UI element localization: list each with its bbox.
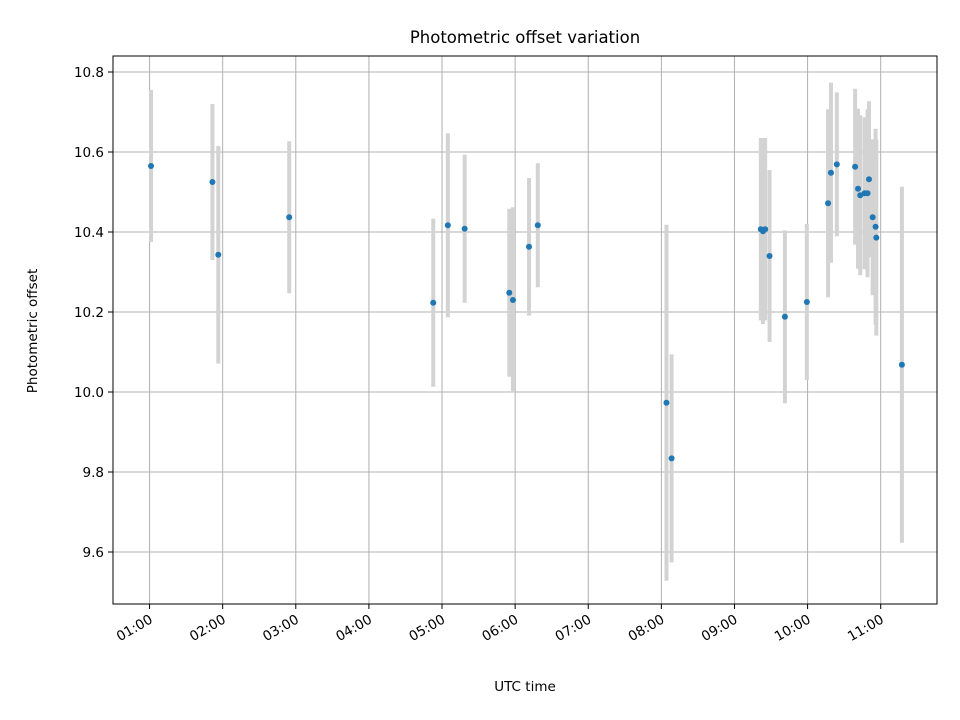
x-axis-label: UTC time	[494, 679, 556, 695]
data-point	[430, 299, 437, 306]
data-point	[873, 234, 880, 241]
data-point	[526, 243, 533, 250]
y-axis-ticks: 9.6 9.8 10.0 10.2 10.4 10.6 10.8	[74, 65, 113, 561]
y-tick-label: 9.8	[83, 465, 104, 481]
data-point	[215, 251, 222, 258]
chart-title: Photometric offset variation	[410, 28, 640, 47]
data-point	[825, 200, 832, 207]
y-tick-label: 10.0	[74, 385, 104, 401]
data-point	[668, 455, 675, 462]
y-tick-label: 10.2	[74, 305, 104, 321]
data-point	[872, 223, 879, 230]
data-point	[209, 179, 216, 185]
data-point	[781, 313, 788, 320]
data-point	[509, 297, 516, 303]
data-point	[869, 214, 876, 221]
data-point	[864, 190, 871, 197]
grid	[113, 56, 937, 604]
y-tick-label: 10.6	[74, 145, 104, 161]
data-point	[534, 222, 541, 229]
data-point	[827, 169, 834, 176]
data-point	[898, 361, 905, 368]
data-point	[506, 289, 513, 296]
data-point	[444, 222, 451, 229]
data-point	[663, 399, 670, 406]
data-point	[852, 163, 859, 170]
y-tick-label: 10.4	[74, 225, 104, 241]
y-axis-label: Photometric offset	[25, 269, 41, 393]
data-point	[766, 253, 773, 259]
data-point	[461, 225, 468, 232]
data-point	[855, 185, 862, 192]
data-point	[762, 226, 769, 233]
data-point	[286, 214, 293, 221]
data-point	[803, 299, 810, 305]
y-tick-label: 9.6	[83, 545, 104, 561]
data-point	[833, 161, 840, 168]
data-points	[148, 161, 905, 462]
data-point	[148, 163, 155, 169]
plot-frame	[112, 55, 938, 605]
data-point	[866, 176, 873, 183]
y-tick-label: 10.8	[74, 65, 104, 81]
